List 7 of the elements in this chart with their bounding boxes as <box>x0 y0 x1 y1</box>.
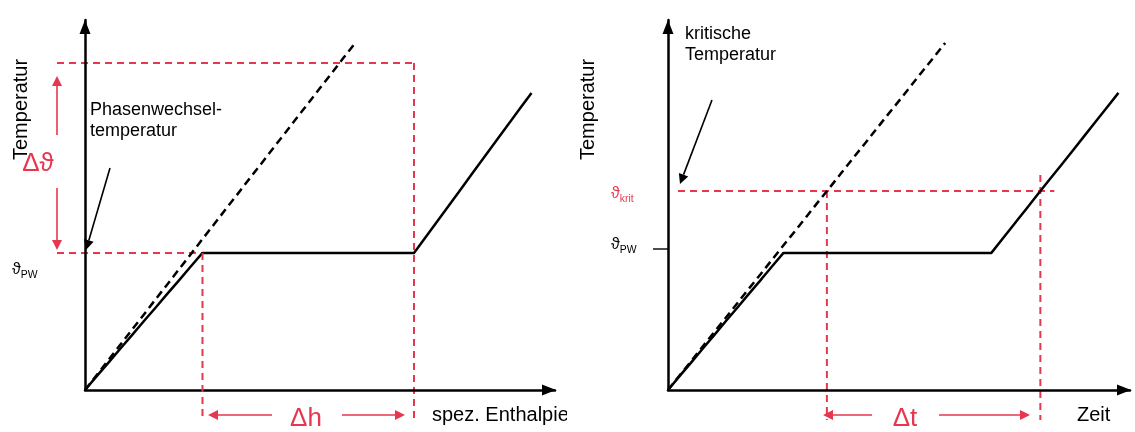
x-axis-title: Zeit <box>1077 403 1111 425</box>
annotation: Phasenwechsel-temperatur <box>90 99 223 140</box>
text: Δh <box>290 401 322 432</box>
text: Δt <box>892 401 919 432</box>
annotation: kritische Temperatur <box>685 23 777 64</box>
x-axis-title: spez. Enthalpie <box>432 403 569 425</box>
y-axis-title: Temperatur <box>576 58 598 160</box>
